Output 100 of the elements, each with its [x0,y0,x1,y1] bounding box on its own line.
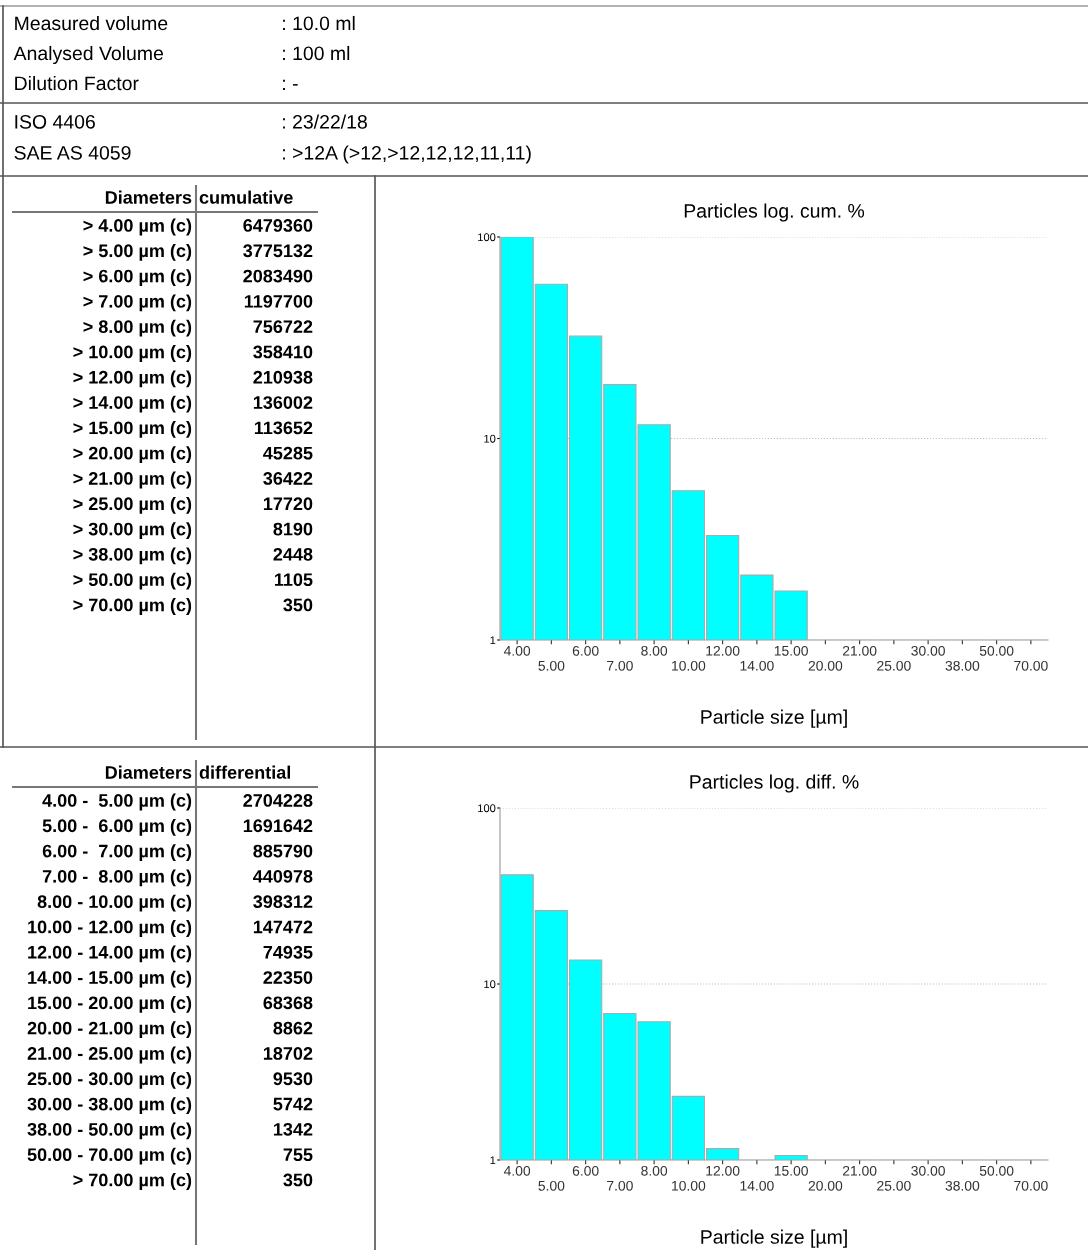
chart-title: Particles log. cum. % [684,203,865,222]
category-label: 8.00 - 10.00 µm (c) [37,894,192,912]
category-label: > 25.00 µm (c) [73,496,192,514]
category-label: > 7.00 µm (c) [83,294,192,312]
y-tick-label: 100 [478,804,496,813]
category-label: > 14.00 µm (c) [73,395,192,413]
category-label: 7.00 - 8.00 µm (c) [42,869,192,887]
category-label: > 38.00 µm (c) [73,547,192,565]
x-tick-label: 5.00 [538,1180,565,1191]
x-tick-label: 38.00 [945,660,980,671]
category-label: 15.00 - 20.00 µm (c) [28,995,192,1013]
category-label: > 12.00 µm (c) [73,370,192,388]
text: Dilution Factor [15,75,139,91]
data-label: 147472 [253,920,313,934]
text: : 100 ml [283,45,350,61]
x-tick-label: 10.00 [672,1180,706,1191]
y-tick-label: 10 [484,434,496,443]
text: Diameters [105,190,192,204]
x-tick-label: 7.00 [607,660,633,671]
text: Measured volume [15,15,168,31]
data-label: 755 [283,1148,313,1162]
data-label: 1691642 [243,819,313,833]
x-tick-label: 10.00 [672,660,706,671]
category-label: > 30.00 µm (c) [73,522,192,540]
data-label: 18702 [263,1047,313,1060]
x-axis-title: Particle size [µm] [701,709,847,728]
y-tick-label: 10 [484,980,496,989]
text: SAE AS 4059 [14,145,131,160]
category-label: 30.00 - 38.00 µm (c) [27,1097,192,1115]
data-label: 68368 [263,996,313,1010]
data-label: 5742 [273,1097,313,1111]
data-label: 22350 [263,971,313,984]
text: : 23/22/18 [283,114,367,129]
data-label: 8190 [273,522,313,536]
category-label: 20.00 - 21.00 µm (c) [27,1021,192,1039]
category-label: > 15.00 µm (c) [73,420,192,438]
text: cumulative [199,190,293,204]
x-tick-label: 4.00 [503,645,531,656]
x-tick-label: 8.00 [641,1165,668,1176]
text: Diameters [105,765,192,779]
category-label: 6.00 - 7.00 µm (c) [42,844,192,862]
data-label: 3775132 [243,244,313,258]
y-tick-label: 1 [490,636,496,645]
data-label: 398312 [253,895,313,909]
data-label: 6479360 [243,219,313,232]
category-label: > 70.00 µm (c) [73,598,192,615]
category-label: > 5.00 µm (c) [83,243,192,261]
category-label: 14.00 - 15.00 µm (c) [28,970,192,988]
x-tick-label: 5.00 [538,660,565,671]
category-label: 38.00 - 50.00 µm (c) [27,1122,192,1140]
data-label: 74935 [263,945,313,959]
category-label: 50.00 - 70.00 µm (c) [27,1147,192,1165]
data-label: 210938 [253,370,313,384]
text: differential [199,765,291,779]
x-tick-label: 20.00 [808,660,843,671]
x-tick-label: 30.00 [911,1165,945,1176]
category-label: > 21.00 µm (c) [73,471,192,489]
data-label: 36422 [263,472,313,485]
data-label: 350 [283,1173,313,1187]
x-tick-label: 4.00 [503,1165,531,1176]
data-label: 9530 [273,1072,313,1086]
category-label: 25.00 - 30.00 µm (c) [27,1071,192,1089]
x-tick-label: 6.00 [572,1165,599,1176]
x-tick-label: 14.00 [740,660,774,671]
x-tick-label: 12.00 [706,1165,740,1176]
data-label: 113652 [254,421,313,435]
data-label: 1105 [274,573,313,587]
data-label: 885790 [253,844,313,858]
x-tick-label: 14.00 [740,1180,774,1191]
x-tick-label: 6.00 [572,645,599,656]
x-tick-label: 30.00 [911,645,945,656]
data-label: 440978 [253,869,313,883]
category-label: 10.00 - 12.00 µm (c) [28,920,192,937]
x-tick-label: 15.00 [774,645,808,656]
x-tick-label: 70.00 [1014,1180,1048,1191]
category-label: > 6.00 µm (c) [83,269,192,287]
x-tick-label: 25.00 [877,660,911,671]
x-tick-label: 50.00 [979,645,1014,656]
data-label: 2448 [273,547,313,561]
text: Analysed Volume [13,45,163,65]
data-label: 350 [283,598,313,612]
data-label: 2083490 [243,269,313,283]
text: : 10.0 ml [283,15,355,31]
x-tick-label: 70.00 [1014,660,1048,671]
text: : >12A (>12,>12,12,12,11,11) [283,145,531,164]
category-label: > 20.00 µm (c) [73,446,192,464]
category-label: > 4.00 µm (c) [83,218,192,236]
data-label: 17720 [263,497,313,511]
category-label: 21.00 - 25.00 µm (c) [27,1046,192,1064]
text: ISO 4406 [15,114,95,129]
category-label: 5.00 - 6.00 µm (c) [42,818,192,836]
category-label: 12.00 - 14.00 µm (c) [28,945,192,963]
category-label: > 50.00 µm (c) [73,572,192,590]
x-tick-label: 7.00 [607,1180,633,1191]
y-tick-label: 100 [478,233,496,242]
x-tick-label: 21.00 [842,1165,877,1176]
x-tick-label: 21.00 [842,645,877,656]
x-tick-label: 15.00 [774,1165,808,1176]
x-tick-label: 20.00 [808,1180,843,1191]
x-tick-label: 38.00 [945,1180,980,1191]
